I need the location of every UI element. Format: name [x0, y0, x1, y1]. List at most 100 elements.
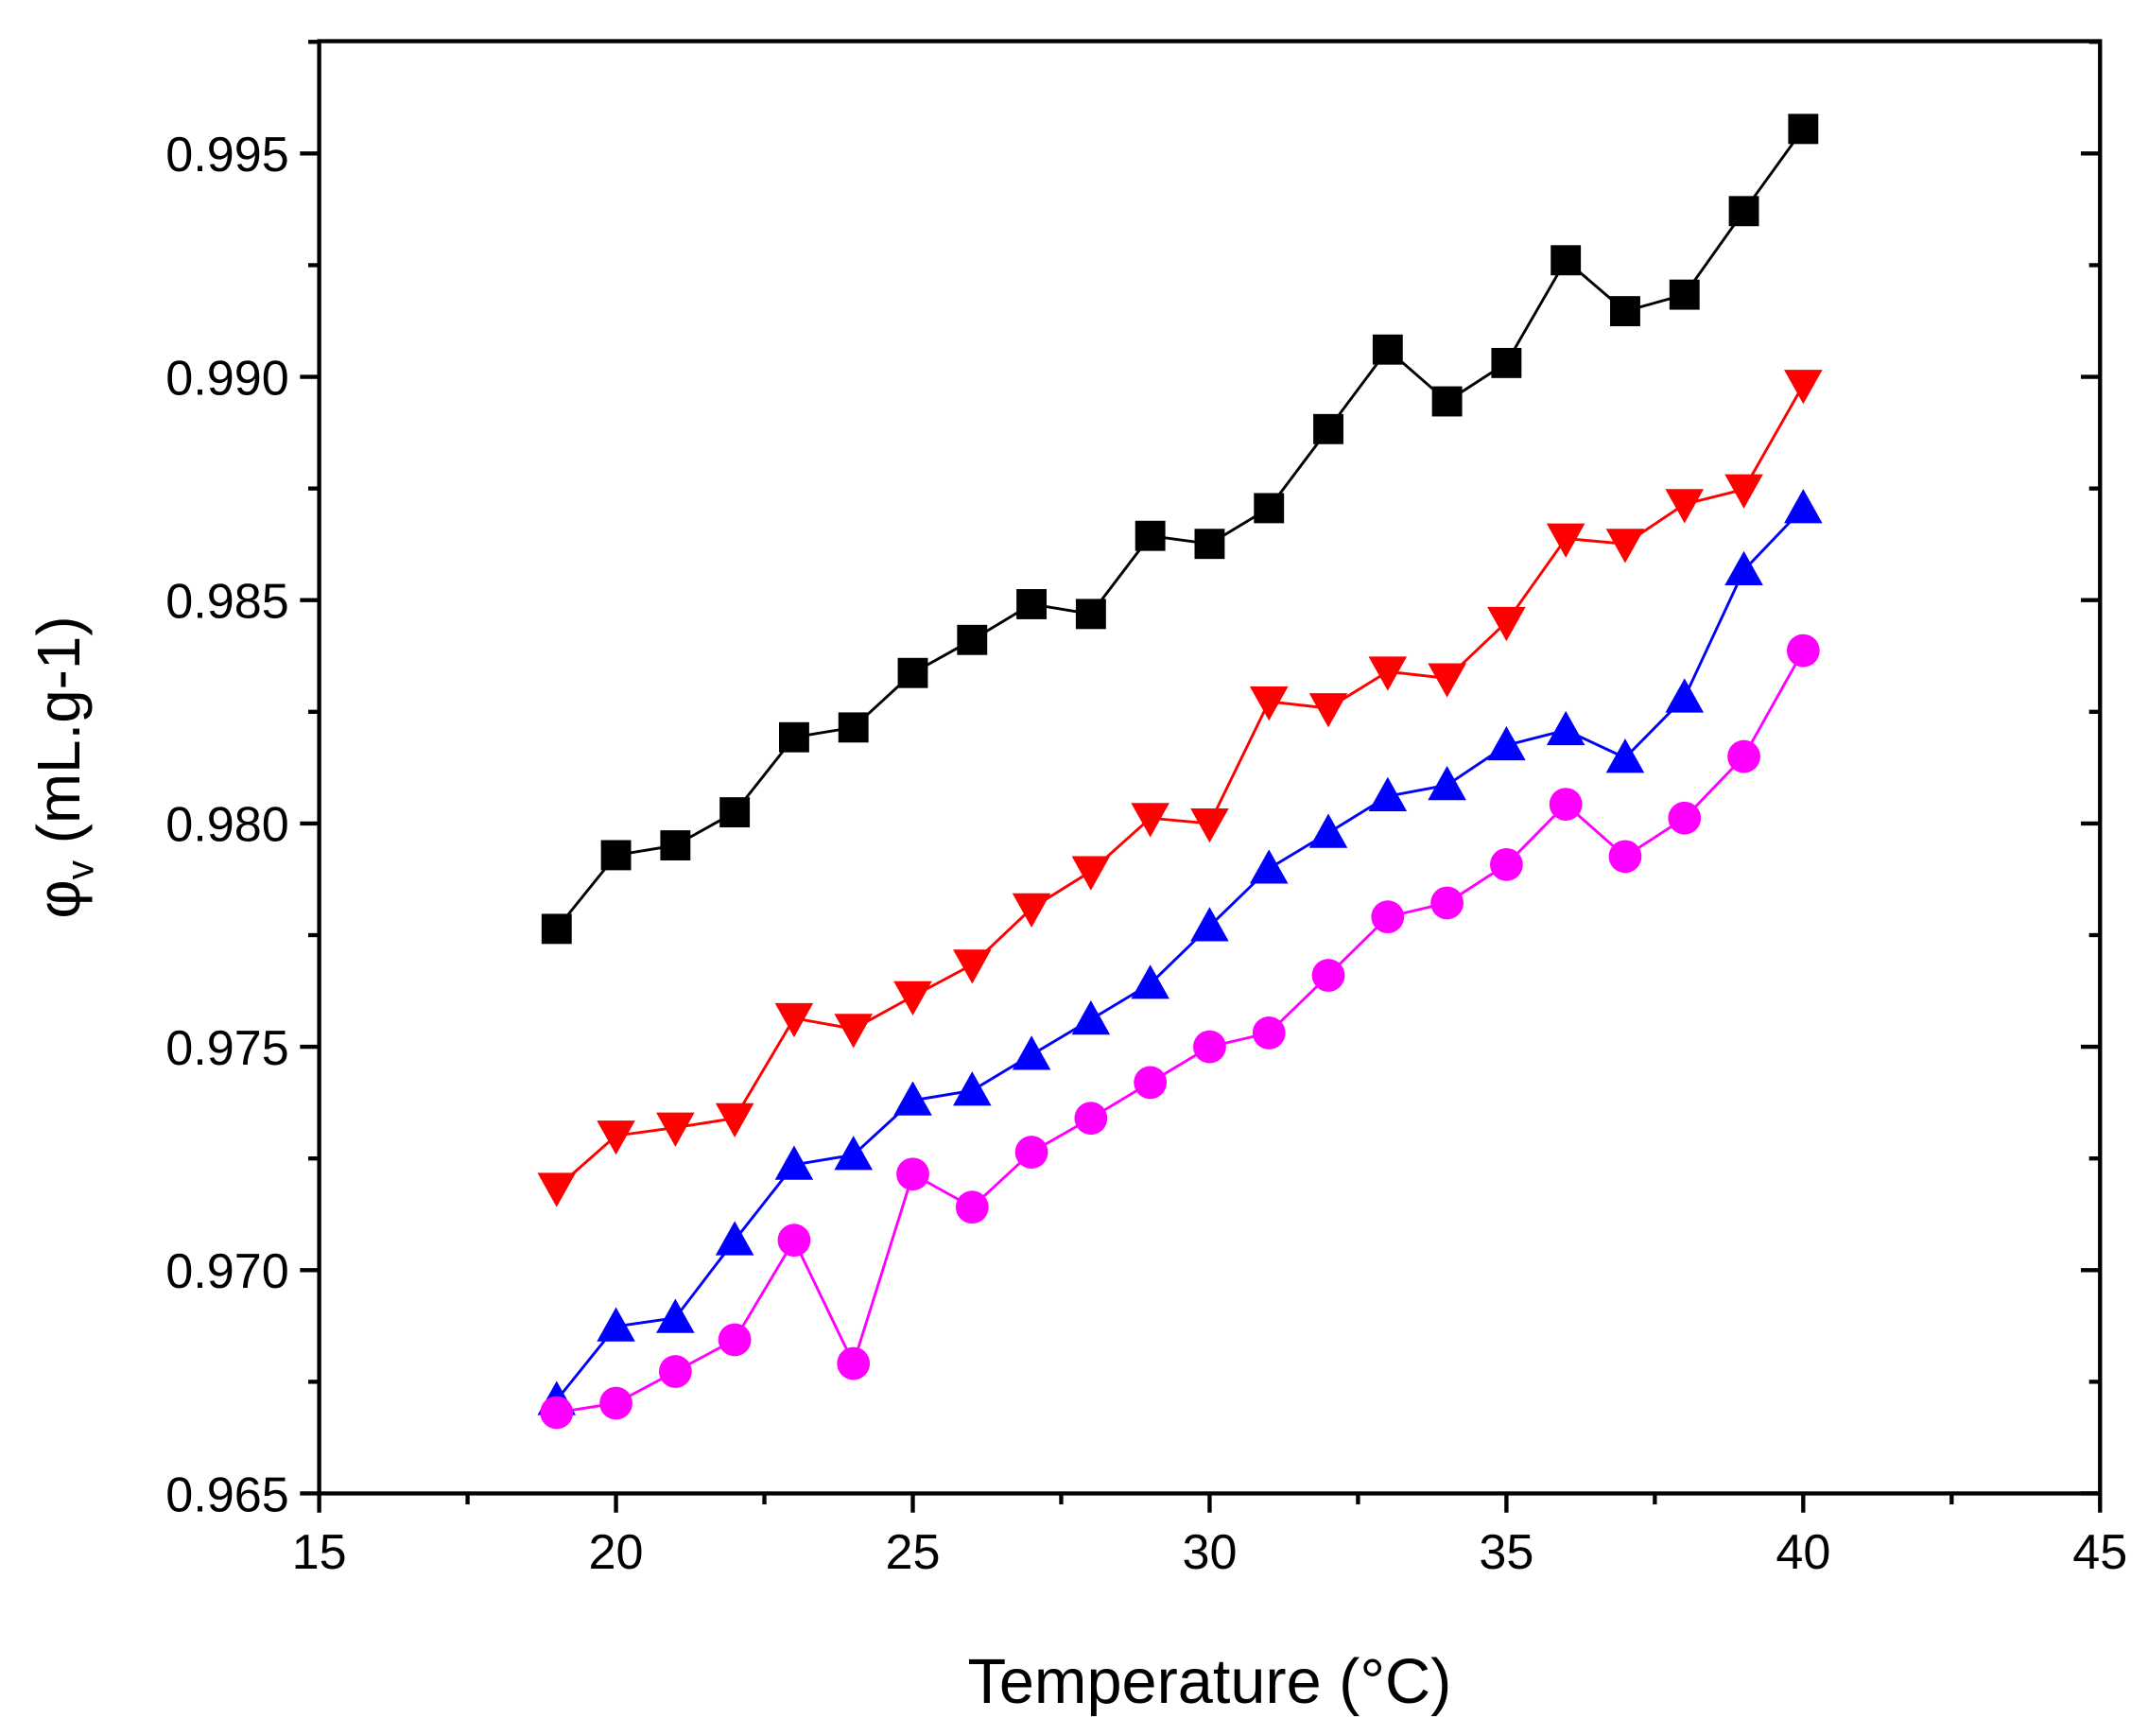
data-point-circle — [1549, 788, 1583, 821]
data-point-triangle-down — [893, 981, 932, 1016]
data-point-circle — [1727, 739, 1760, 773]
data-point-square — [897, 657, 928, 688]
x-tick-label: 40 — [1776, 1525, 1830, 1580]
data-point-square — [1431, 386, 1463, 417]
data-point-triangle-down — [1071, 856, 1111, 891]
y-tick-label: 0.990 — [165, 351, 289, 406]
x-tick-label: 15 — [292, 1525, 347, 1580]
data-point-circle — [1252, 1016, 1286, 1050]
y-tick-label: 0.975 — [165, 1021, 289, 1076]
data-point-triangle-down — [1368, 656, 1408, 691]
x-axis-label: Temperature (°C) — [968, 1647, 1452, 1717]
data-point-square — [660, 830, 691, 860]
data-point-triangle-up — [1605, 738, 1645, 773]
data-point-square — [719, 797, 751, 828]
data-point-triangle-up — [1784, 489, 1823, 524]
data-point-triangle-down — [1487, 606, 1526, 642]
data-point-triangle-down — [715, 1102, 754, 1137]
data-point-circle — [1430, 886, 1464, 920]
data-point-triangle-down — [597, 1120, 635, 1155]
data-point-circle — [837, 1346, 871, 1380]
data-point-circle — [599, 1386, 632, 1420]
data-point-circle — [1193, 1030, 1226, 1064]
data-point-square — [1491, 347, 1522, 378]
series-blue-up-triangles-line — [555, 507, 1805, 1401]
y-tick-label: 0.965 — [165, 1467, 289, 1522]
data-point-triangle-down — [953, 949, 992, 984]
y-tick-label: 0.995 — [165, 128, 289, 182]
data-point-triangle-up — [1368, 776, 1408, 812]
data-point-triangle-up — [597, 1307, 635, 1342]
data-point-triangle-up — [1665, 678, 1705, 713]
data-point-square — [1075, 599, 1106, 630]
data-point-triangle-down — [1605, 529, 1645, 564]
data-point-circle — [1608, 840, 1642, 874]
data-point-square — [1788, 113, 1819, 145]
data-point-square — [957, 624, 988, 655]
series-black-squares-line — [555, 128, 1805, 930]
data-point-circle — [777, 1224, 811, 1258]
data-point-circle — [1134, 1066, 1168, 1100]
data-point-square — [1728, 196, 1759, 227]
series-black-squares — [541, 113, 1819, 945]
data-point-square — [1313, 413, 1343, 444]
data-point-triangle-down — [537, 1172, 577, 1207]
series-magenta-circles — [540, 634, 1820, 1430]
y-axis-label: φv (mL.g-1) — [25, 616, 101, 918]
data-point-square — [600, 840, 632, 871]
data-point-circle — [1490, 847, 1523, 881]
data-point-triangle-down — [1724, 474, 1763, 509]
data-point-triangle-down — [1784, 370, 1823, 405]
x-tick-label: 20 — [589, 1525, 644, 1580]
data-point-triangle-up — [1546, 710, 1585, 746]
data-point-square — [1550, 245, 1582, 276]
y-tick-label: 0.980 — [165, 798, 289, 853]
x-tick-label: 30 — [1182, 1525, 1237, 1580]
data-point-square — [778, 721, 809, 753]
x-tick-label: 35 — [1479, 1525, 1533, 1580]
data-point-triangle-down — [1131, 803, 1169, 838]
data-point-circle — [1014, 1136, 1048, 1169]
data-point-triangle-up — [656, 1298, 695, 1333]
data-point-circle — [1786, 634, 1820, 668]
data-point-triangle-down — [1012, 893, 1051, 928]
data-point-circle — [896, 1157, 929, 1191]
data-point-triangle-up — [1131, 964, 1169, 999]
data-point-triangle-up — [1190, 907, 1229, 942]
y-tick-label: 0.985 — [165, 575, 289, 630]
x-tick-label: 25 — [885, 1525, 940, 1580]
y-axis-label-symbol: φ — [25, 879, 93, 918]
data-point-triangle-up — [1249, 849, 1289, 884]
data-point-triangle-up — [1308, 813, 1348, 848]
data-point-circle — [540, 1396, 574, 1430]
y-axis-label-subscript: v — [59, 859, 102, 879]
data-point-square — [1610, 296, 1640, 327]
data-point-square — [838, 712, 869, 743]
data-point-triangle-up — [1724, 550, 1763, 586]
series-red-down-triangles — [537, 370, 1823, 1207]
series-blue-up-triangles — [537, 489, 1823, 1415]
data-point-triangle-up — [774, 1145, 814, 1180]
data-point-triangle-up — [893, 1081, 932, 1116]
data-point-triangle-down — [1546, 523, 1585, 558]
series-group — [537, 113, 1823, 1430]
data-point-square — [1254, 493, 1285, 524]
data-point-triangle-down — [656, 1112, 695, 1147]
data-point-circle — [1074, 1102, 1108, 1136]
data-point-triangle-up — [1071, 999, 1111, 1035]
data-point-triangle-down — [1428, 663, 1466, 698]
data-point-square — [541, 913, 572, 945]
data-point-circle — [955, 1190, 989, 1224]
data-point-circle — [1311, 959, 1345, 992]
data-point-circle — [1371, 900, 1405, 934]
data-point-square — [1135, 520, 1166, 551]
y-tick-label: 0.970 — [165, 1244, 289, 1299]
data-point-circle — [658, 1355, 692, 1388]
data-point-triangle-up — [834, 1136, 873, 1171]
series-magenta-circles-line — [556, 650, 1805, 1415]
data-point-triangle-up — [1012, 1035, 1051, 1070]
axes: 15 20 25 30 35 40 45 0.965 0.970 0.975 0.980 0.985 0… — [165, 40, 2127, 1580]
series-red-down-triangles-line — [555, 384, 1805, 1189]
data-point-triangle-down — [834, 1014, 873, 1049]
data-point-triangle-down — [1665, 489, 1705, 524]
